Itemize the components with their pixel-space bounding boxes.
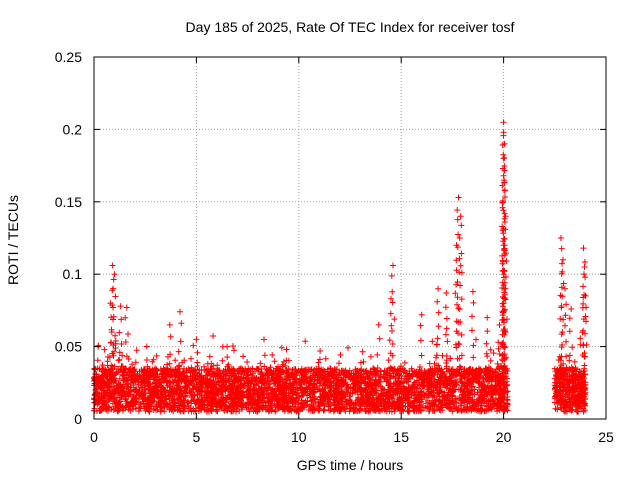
- y-tick-label: 0.1: [63, 266, 83, 282]
- x-tick-label: 20: [496, 429, 512, 445]
- y-tick-label: 0.25: [55, 49, 82, 65]
- data-points: [91, 119, 590, 415]
- y-axis-label: ROTI / TECUs: [5, 195, 21, 285]
- y-tick-label: 0.2: [63, 121, 83, 137]
- chart-title: Day 185 of 2025, Rate Of TEC Index for r…: [186, 19, 515, 35]
- y-tick-label: 0.05: [55, 339, 82, 355]
- y-tick-label: 0: [74, 411, 82, 427]
- x-tick-label: 15: [393, 429, 409, 445]
- x-tick-label: 0: [90, 429, 98, 445]
- x-tick-label: 10: [291, 429, 307, 445]
- grid-lines: [94, 57, 606, 419]
- x-tick-label: 5: [193, 429, 201, 445]
- x-axis-ticks: 0 5 10 15 20 25: [90, 57, 614, 445]
- x-tick-label: 25: [598, 429, 614, 445]
- y-axis-ticks: 0 0.05 0.1 0.15 0.2 0.25: [55, 49, 606, 427]
- plot-frame: [93, 56, 607, 420]
- roti-point-markers: [91, 119, 590, 415]
- x-axis-label: GPS time / hours: [297, 457, 404, 473]
- y-tick-label: 0.15: [55, 194, 82, 210]
